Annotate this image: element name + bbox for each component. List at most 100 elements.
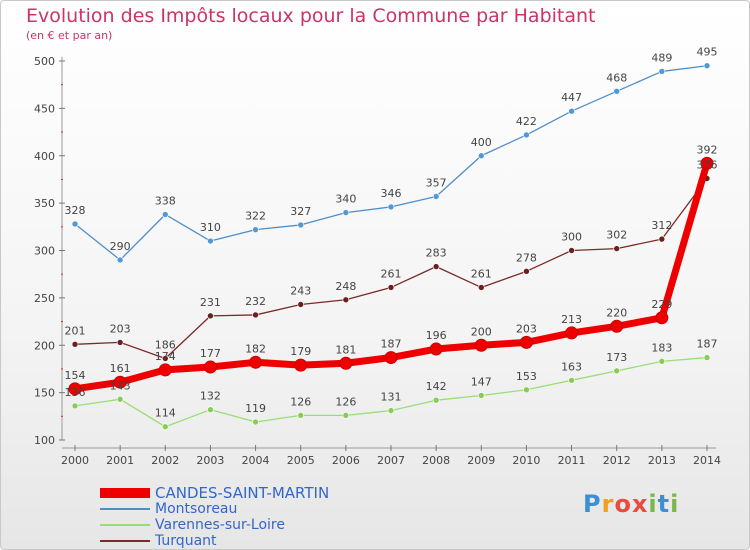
data-label: 400	[471, 136, 492, 149]
x-tick-label: 2000	[61, 454, 89, 467]
data-label: 300	[561, 231, 582, 244]
data-point	[568, 377, 575, 384]
data-point	[252, 226, 259, 233]
legend-label-turquant: Turquant	[155, 533, 217, 549]
data-point	[703, 354, 711, 361]
data-point	[249, 355, 263, 369]
data-label: 126	[335, 395, 356, 408]
data-label: 114	[155, 407, 176, 420]
data-point	[523, 131, 530, 139]
data-label: 174	[155, 350, 176, 363]
data-label: 132	[200, 390, 221, 403]
data-label: 163	[561, 360, 582, 373]
data-label: 154	[65, 369, 86, 382]
data-point	[523, 268, 530, 275]
data-point	[387, 407, 395, 414]
chart-subtitle: (en € et par an)	[26, 29, 113, 42]
x-tick-label: 2007	[377, 454, 405, 467]
data-label: 147	[471, 375, 492, 388]
data-point	[613, 88, 621, 95]
data-point	[432, 193, 440, 200]
data-label: 243	[290, 285, 311, 298]
logo-letter: i	[670, 490, 680, 518]
x-tick-label: 2005	[287, 454, 315, 467]
data-label: 489	[651, 51, 672, 64]
data-label: 346	[381, 187, 402, 200]
data-label: 203	[110, 322, 131, 335]
data-label: 229	[651, 298, 672, 311]
data-label: 182	[245, 342, 266, 355]
data-label: 261	[381, 267, 402, 280]
data-label: 495	[697, 46, 718, 59]
data-label: 290	[110, 240, 131, 253]
x-tick-label: 2004	[242, 454, 270, 467]
data-label: 261	[471, 267, 492, 280]
data-point	[203, 360, 217, 374]
data-point	[655, 311, 669, 325]
data-point	[116, 395, 124, 403]
data-point	[161, 211, 169, 218]
logo-letter: x	[631, 490, 649, 518]
data-label: 203	[516, 322, 537, 335]
data-point	[339, 356, 353, 370]
proxiti-logo: Proxiti	[583, 490, 679, 518]
y-tick-label: 100	[34, 434, 55, 447]
data-point	[342, 412, 350, 419]
legend-label-candes: CANDES-SAINT-MARTIN	[155, 484, 330, 502]
logo-letter: r	[601, 490, 615, 518]
data-label: 447	[561, 91, 582, 104]
data-label: 248	[335, 280, 356, 293]
data-label: 232	[245, 295, 266, 308]
logo-letter: o	[614, 490, 632, 518]
data-point	[703, 62, 711, 70]
data-point	[658, 358, 666, 365]
data-point	[568, 247, 575, 254]
data-point	[384, 351, 398, 365]
x-tick-label: 2009	[467, 454, 495, 467]
data-point	[568, 107, 575, 115]
x-tick-label: 2006	[332, 454, 360, 467]
data-point	[342, 296, 350, 304]
data-point	[294, 358, 308, 372]
chart-title: Evolution des Impôts locaux pour la Comm…	[26, 5, 596, 27]
data-label: 179	[290, 345, 311, 358]
data-label: 220	[606, 306, 627, 319]
data-label: 340	[335, 193, 356, 206]
data-point	[116, 256, 124, 264]
data-point	[700, 156, 714, 170]
y-tick-label: 200	[34, 339, 55, 352]
data-label: 161	[110, 362, 131, 375]
y-tick-label: 150	[34, 387, 55, 400]
data-point	[297, 412, 305, 419]
data-point	[565, 326, 579, 340]
y-tick-label: 350	[34, 197, 55, 210]
x-tick-label: 2008	[422, 454, 450, 467]
data-label: 142	[426, 380, 447, 393]
data-point	[252, 311, 259, 319]
x-tick-label: 2002	[151, 454, 179, 467]
x-tick-label: 2012	[603, 454, 631, 467]
legend-swatch-turquant	[100, 540, 150, 542]
data-label: 312	[651, 219, 672, 232]
y-tick-label: 500	[34, 55, 55, 68]
legend-swatch-candes	[100, 488, 150, 498]
data-point	[477, 152, 485, 160]
data-label: 231	[200, 296, 221, 309]
data-point	[71, 341, 79, 348]
data-label: 126	[290, 395, 311, 408]
logo-letter: t	[657, 490, 671, 518]
data-point	[613, 245, 621, 252]
data-point	[477, 392, 485, 399]
data-label: 376	[697, 158, 718, 171]
data-point	[71, 220, 79, 228]
data-label: 422	[516, 115, 537, 128]
data-label: 187	[381, 338, 402, 351]
logo-letter: P	[583, 490, 602, 518]
data-point	[207, 237, 214, 245]
data-label: 186	[155, 339, 176, 352]
data-point	[113, 375, 127, 389]
data-label: 310	[200, 221, 221, 234]
data-label: 283	[426, 247, 447, 260]
